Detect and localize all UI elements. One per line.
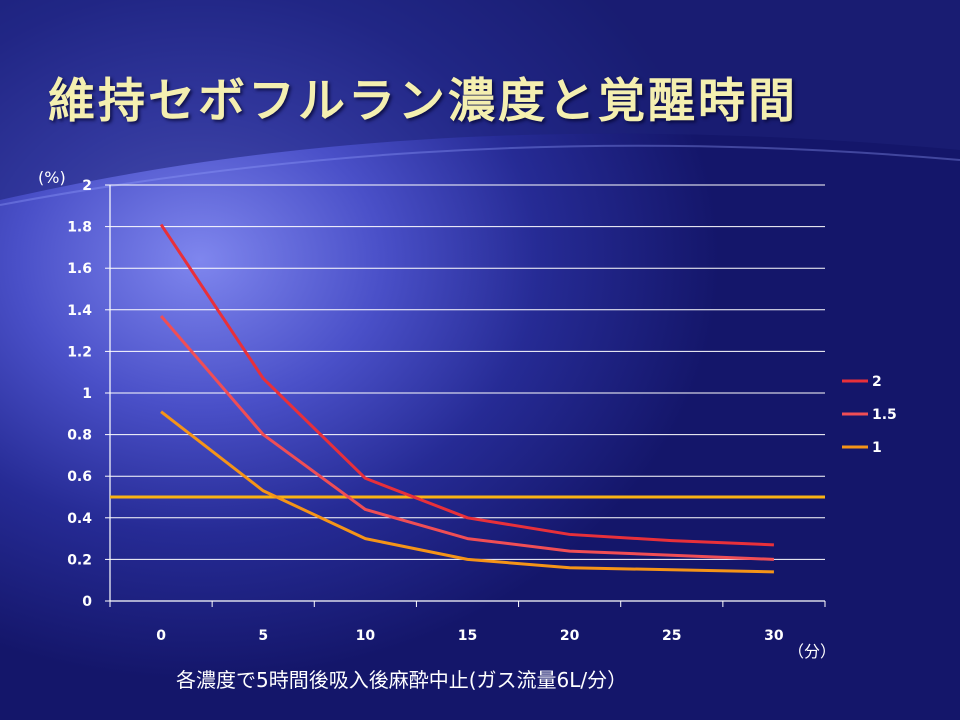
chart-series xyxy=(110,223,825,574)
x-tick-label: 20 xyxy=(560,628,580,644)
y-tick-label: 0.2 xyxy=(67,552,92,568)
y-tick-label: 2 xyxy=(82,178,92,194)
chart-gridlines xyxy=(110,184,825,560)
x-axis-unit: （分） xyxy=(788,642,836,661)
chart-caption: 各濃度で5時間後吸入後麻酔中止(ガス流量6L/分） xyxy=(176,668,628,692)
y-tick-label: 1.6 xyxy=(67,261,92,277)
x-tick-label: 10 xyxy=(356,628,376,644)
x-tick-label: 0 xyxy=(156,628,166,644)
series-line-2 xyxy=(159,223,774,547)
slide-title: 維持セボフルラン濃度と覚醒時間 xyxy=(48,74,798,129)
series-line-1-5 xyxy=(159,315,774,561)
y-tick-label: 0.8 xyxy=(67,428,92,444)
y-axis-unit: (%) xyxy=(38,168,66,187)
y-tick-label: 0.4 xyxy=(67,511,92,527)
x-tick-label: 5 xyxy=(258,628,268,644)
legend-label: 1 xyxy=(872,440,882,456)
y-tick-label: 1 xyxy=(82,386,92,402)
legend-label: 1.5 xyxy=(872,407,897,423)
y-tick-label: 1.4 xyxy=(67,303,92,319)
y-tick-label: 1.8 xyxy=(67,220,92,236)
x-tick-label: 15 xyxy=(458,628,477,644)
x-tick-label: 25 xyxy=(662,628,681,644)
y-tick-label: 0 xyxy=(82,594,92,610)
y-tick-label: 0.6 xyxy=(67,469,92,485)
series-line-1 xyxy=(160,410,774,574)
legend-label: 2 xyxy=(872,374,882,390)
y-tick-label: 1.2 xyxy=(67,344,92,360)
chart-axes: 00.20.40.60.811.21.41.61.820 5 10 15 20 25 30(… xyxy=(38,168,836,661)
x-tick-label: 30 xyxy=(764,628,784,644)
chart-legend: 21.51 xyxy=(842,374,897,456)
